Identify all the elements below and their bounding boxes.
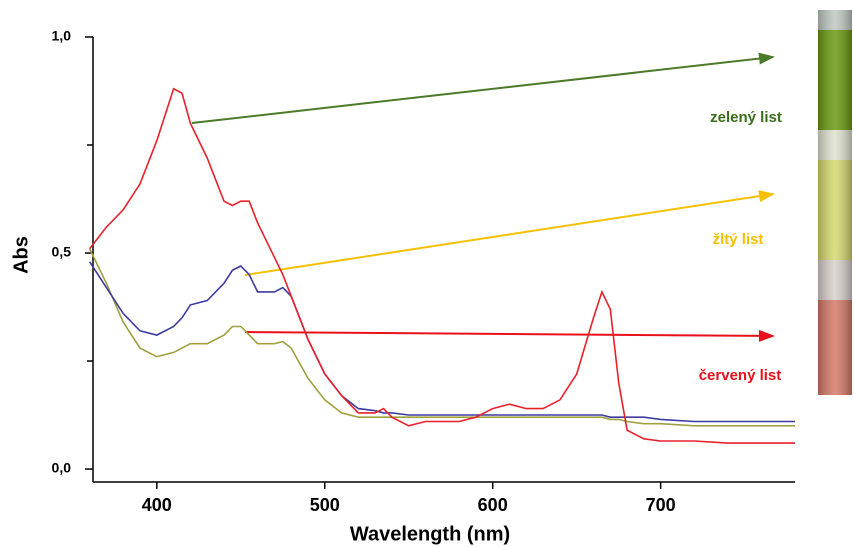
x-tick-label: 500 [310,495,340,515]
vials [818,10,852,395]
series-line [88,261,795,423]
x-axis-label: Wavelength (nm) [350,523,510,545]
y-axis-label: Abs [10,236,32,274]
x-tick-label: 400 [142,495,172,515]
y-tick-label: 1,0 [52,28,72,44]
annotation: zelený list [710,109,782,126]
series-line [88,87,795,444]
series-line [88,248,795,427]
vial-shade [818,10,852,395]
x-tick-label: 700 [646,495,676,515]
y-tick-label: 0,5 [52,244,72,260]
x-tick-label: 600 [478,495,508,515]
arrow [191,52,775,124]
annotation: červený list [699,367,782,384]
y-tick-label: 0,0 [52,460,72,476]
arrow [244,190,775,276]
arrow [244,329,775,342]
annotation: žltý list [713,231,764,248]
